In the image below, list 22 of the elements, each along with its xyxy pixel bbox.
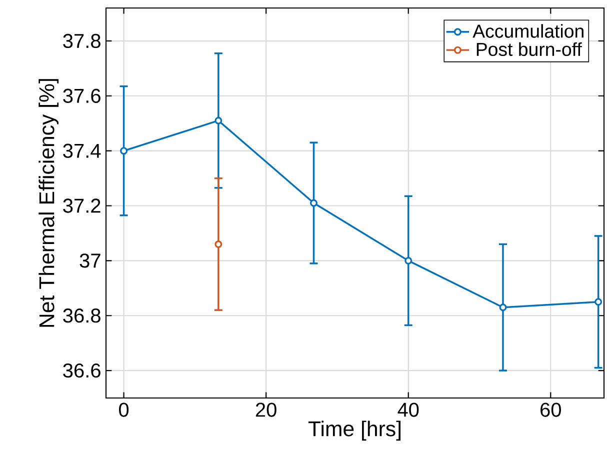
y-tick-label: 37.2	[63, 198, 100, 213]
x-axis-title: Time [hrs]	[308, 420, 400, 441]
x-tick-label: 40	[398, 402, 419, 417]
x-tick-label: 60	[540, 402, 561, 417]
legend-label: Post burn-off	[476, 42, 582, 56]
point	[120, 147, 128, 155]
point	[214, 116, 222, 124]
point	[310, 199, 318, 207]
y-axis-title: Net Thermal Efficiency [%]	[38, 79, 59, 327]
y-tick-label: 36.6	[63, 363, 100, 378]
point	[499, 304, 507, 312]
x-tick-label: 20	[256, 402, 276, 417]
point	[404, 256, 412, 264]
point	[594, 298, 602, 306]
point	[214, 240, 222, 248]
y-tick-label: 37.6	[63, 88, 100, 103]
legend-label: Accumulation	[472, 24, 584, 38]
x-tick-label: 0	[119, 402, 129, 417]
y-tick-label: 37.4	[63, 144, 101, 158]
y-tick-label: 37	[80, 254, 100, 268]
y-tick-label: 36.8	[63, 308, 100, 323]
y-tick-label: 37.8	[63, 34, 100, 48]
